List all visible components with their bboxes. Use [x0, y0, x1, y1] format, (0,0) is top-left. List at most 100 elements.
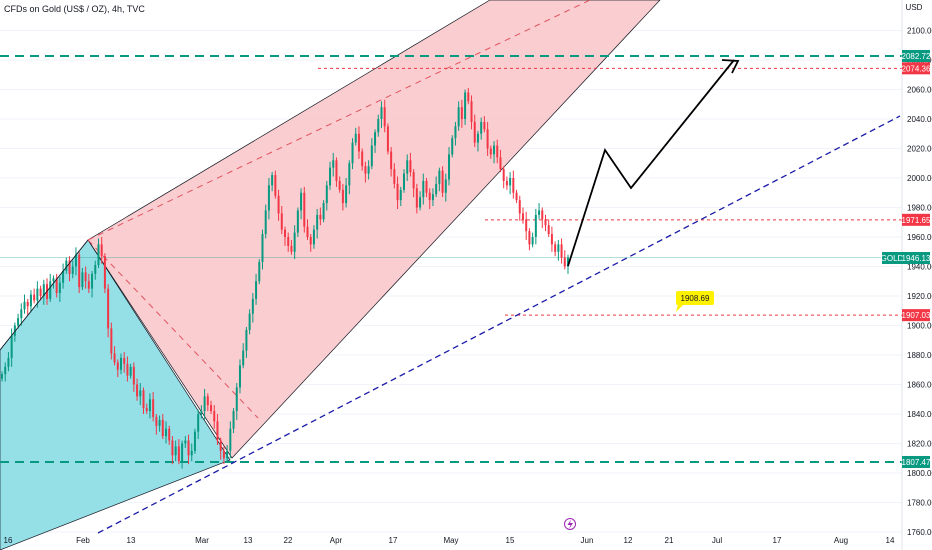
y-tick-label: 1980.00 [907, 204, 932, 213]
candle-body [4, 366, 7, 375]
x-axis-ticks: 16 Feb 13 Mar 13 22 Apr 17 May 15 Jun 12 21 Jul 17 Aug 1… [4, 536, 895, 545]
candles [1, 88, 569, 469]
symbol-badge [882, 252, 902, 264]
candle-body [142, 390, 145, 409]
price-tag-label: 1971.65 [902, 216, 931, 225]
candle-body [361, 151, 364, 167]
candle-body [502, 169, 505, 181]
candle-body [374, 132, 377, 146]
event-marker[interactable] [564, 518, 576, 530]
candle-body [567, 257, 569, 267]
x-tick-label: 13 [127, 536, 136, 545]
candle-body [171, 440, 174, 456]
candle-body [470, 101, 473, 122]
candle-body [235, 387, 238, 412]
candle-body [251, 298, 254, 314]
candle-body [222, 450, 225, 459]
candle-body [13, 325, 16, 336]
candle-body [87, 281, 90, 289]
y-tick-label: 1900.00 [907, 322, 932, 331]
symbol-label: GOLD [881, 254, 904, 263]
x-tick-label: Mar [195, 536, 209, 545]
candle-body [348, 163, 351, 186]
candle-body [451, 138, 454, 155]
candle-body [116, 362, 119, 370]
candle-body [10, 335, 13, 358]
candle-body [332, 160, 335, 168]
candle-body [62, 270, 65, 283]
last-price: GOLD 1946.13 [881, 252, 931, 264]
candle-body [316, 214, 319, 230]
candle-body [226, 450, 229, 459]
y-axis-ticks: 1760.00 1780.00 1800.00 1820.00 1840.00 1860.… [907, 27, 932, 538]
candle-body [341, 189, 344, 204]
last-price-value: 1946.13 [902, 254, 931, 263]
candle-body [303, 192, 306, 227]
x-tick-label: Jul [712, 536, 722, 545]
candle-body [515, 192, 518, 201]
candle-body [81, 272, 84, 288]
candle-body [261, 234, 264, 263]
y-tick-label: 2000.00 [907, 174, 932, 183]
candle-body [267, 185, 270, 211]
candle-body [390, 151, 393, 170]
candle-body [357, 133, 360, 152]
price-tags: 2082.72 2074.36 1971.65 1907.03 1807.47 [902, 49, 931, 468]
candle-body [152, 399, 155, 417]
candle-body [480, 121, 483, 134]
x-tick-label: 22 [284, 536, 293, 545]
wedge-midline-upper [87, 0, 591, 241]
candle-body [322, 203, 325, 220]
candle-body [525, 219, 528, 232]
price-callout[interactable]: 1908.69 [676, 291, 714, 312]
candle-body [55, 278, 58, 294]
candle-body [119, 357, 122, 370]
candle-body [206, 396, 209, 406]
price-tag [902, 455, 930, 468]
candle-body [110, 328, 113, 354]
candle-body [438, 170, 441, 184]
candle-body [210, 405, 213, 412]
price-tag-label: 1807.47 [902, 458, 931, 467]
candle-body [200, 411, 203, 414]
candle-body [544, 219, 547, 226]
candle-body [271, 175, 274, 186]
candle-body [422, 180, 425, 198]
candle-body [541, 210, 544, 220]
y-tick-label: 1880.00 [907, 351, 932, 360]
candle-body [71, 266, 74, 274]
y-tick-label: 2060.00 [907, 86, 932, 95]
flash-icon [567, 519, 573, 529]
x-tick-label: 12 [624, 536, 633, 545]
candle-body [521, 213, 524, 220]
price-tag [902, 49, 930, 62]
candle-body [486, 129, 489, 149]
candle-body [338, 180, 341, 190]
candle-body [402, 173, 405, 190]
candle-body [100, 244, 103, 257]
candle-body [168, 428, 171, 441]
candle-body [7, 357, 10, 367]
candle-body [177, 446, 180, 462]
candle-body [354, 133, 357, 143]
candle-body [145, 408, 148, 412]
forecast-arrowhead [721, 59, 740, 74]
candle-body [448, 154, 451, 180]
candle-body [476, 133, 479, 143]
rising-wedge-red [87, 0, 661, 459]
candle-body [193, 431, 196, 451]
candle-body [242, 350, 245, 366]
candle-body [190, 450, 193, 456]
x-tick-label: 17 [773, 536, 782, 545]
candle-body [290, 245, 293, 252]
y-tick-label: 1860.00 [907, 381, 932, 390]
x-tick-label: Aug [834, 536, 848, 545]
y-tick-label: 2100.00 [907, 27, 932, 36]
candle-body [560, 244, 563, 258]
candle-body [26, 301, 29, 307]
candle-body [325, 185, 328, 204]
price-tag-label: 2082.72 [902, 52, 931, 61]
candle-body [345, 185, 348, 204]
candle-body [277, 195, 280, 214]
